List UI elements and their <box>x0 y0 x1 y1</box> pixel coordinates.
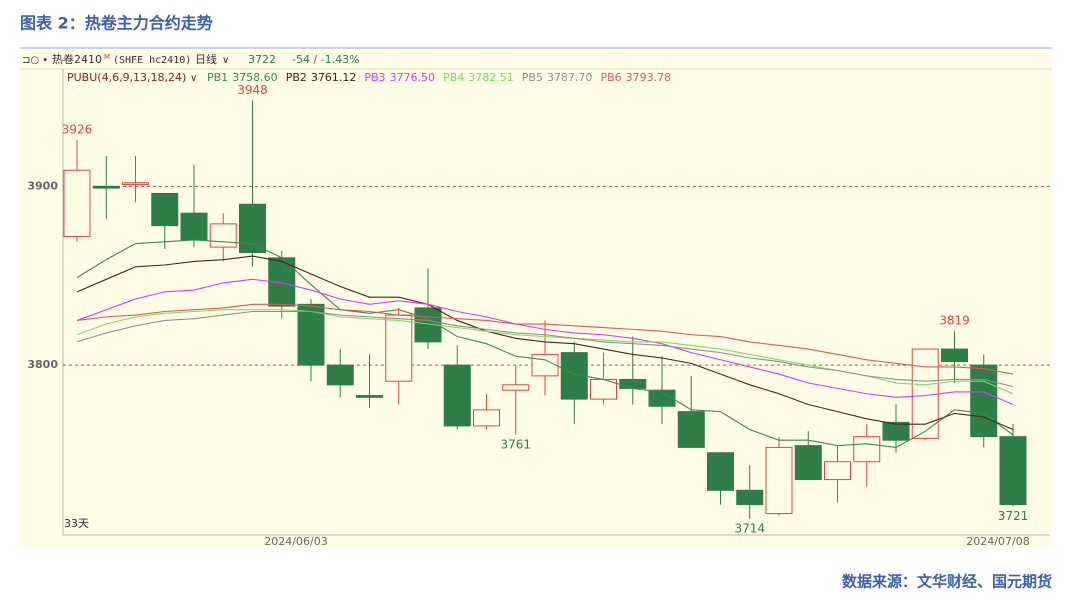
legend-name: PB5 <box>522 71 543 84</box>
x-tick-label: 2024/06/03 <box>264 535 327 548</box>
last-price: 3722 <box>248 53 276 66</box>
change: -54 / -1.43% <box>292 53 360 66</box>
y-tick-label: 3800 <box>27 358 58 371</box>
low-label: 3714 <box>734 521 765 535</box>
legend-name: PB4 <box>443 71 464 84</box>
candle-body <box>853 436 881 463</box>
source: 数据来源：文华财经、国元期货 <box>842 573 1052 591</box>
candle-body <box>941 348 968 363</box>
legend-name: PB3 <box>364 71 385 84</box>
symbol-mark: M <box>104 53 110 61</box>
legend-value: 3782.51 <box>468 71 514 84</box>
candle-body <box>356 395 383 398</box>
candle-body <box>707 452 734 491</box>
legend-value: 3776.50 <box>390 71 436 84</box>
y-tick-label: 3900 <box>27 179 58 192</box>
candle-body <box>882 421 910 441</box>
toolbar-icon: ⊐○ • <box>22 55 48 66</box>
candle-body <box>92 185 120 189</box>
candle-body <box>970 364 998 438</box>
ma-line <box>76 278 1014 405</box>
day-count: 33天 <box>64 517 89 530</box>
exchange: (SHFE hc2410) <box>113 55 191 66</box>
candle-body <box>180 212 208 241</box>
candle-body <box>414 307 442 343</box>
candle-body <box>531 353 559 377</box>
legend-name: PB2 <box>286 71 307 84</box>
chart-bg <box>20 50 1052 548</box>
x-tick-label: 2024/07/08 <box>966 535 1029 548</box>
candle-body <box>999 436 1027 506</box>
candle-body <box>911 348 939 439</box>
candle-body <box>648 389 676 407</box>
ma-line <box>76 310 1014 388</box>
candle-body <box>326 364 354 386</box>
ma-line <box>76 239 1014 448</box>
candle-body <box>765 446 793 515</box>
legend-name: PB1 <box>207 71 228 84</box>
candle-body <box>239 203 266 253</box>
ma-line <box>76 303 1014 375</box>
candle-body <box>619 378 647 389</box>
figure-title: 图表 2：热卷主力合约走势 <box>20 14 213 33</box>
indicator-caret[interactable]: ∨ <box>190 73 197 84</box>
symbol: 热卷2410 <box>52 52 102 66</box>
low-label: 3721 <box>998 509 1029 523</box>
candle-body <box>736 489 764 506</box>
candle-body <box>677 411 705 448</box>
low-label: 3761 <box>500 437 531 451</box>
high-label: 3926 <box>62 122 93 136</box>
legend-value: 3793.78 <box>626 71 672 84</box>
candle-body <box>443 364 471 427</box>
candle-body <box>297 303 325 366</box>
legend-value: 3758.60 <box>232 71 278 84</box>
candle-body <box>63 169 91 237</box>
candle-body <box>209 223 237 248</box>
legend-value: 3787.70 <box>547 71 593 84</box>
candle-body <box>824 461 851 481</box>
legend-value: 3761.12 <box>311 71 357 84</box>
candle-body <box>151 192 179 227</box>
candle-body <box>794 445 822 481</box>
candle-body <box>502 384 530 391</box>
high-label: 3948 <box>237 83 268 97</box>
period[interactable]: 日线 <box>195 52 217 66</box>
candle-body <box>122 182 149 186</box>
ma-line <box>76 255 1014 431</box>
indicator: PUBU(4,6,9,13,18,24) <box>67 71 186 84</box>
period-caret[interactable]: ∨ <box>222 55 229 66</box>
candle-body <box>473 409 500 427</box>
legend-name: PB6 <box>600 71 621 84</box>
candle-body <box>385 314 413 382</box>
high-label: 3819 <box>939 314 970 328</box>
